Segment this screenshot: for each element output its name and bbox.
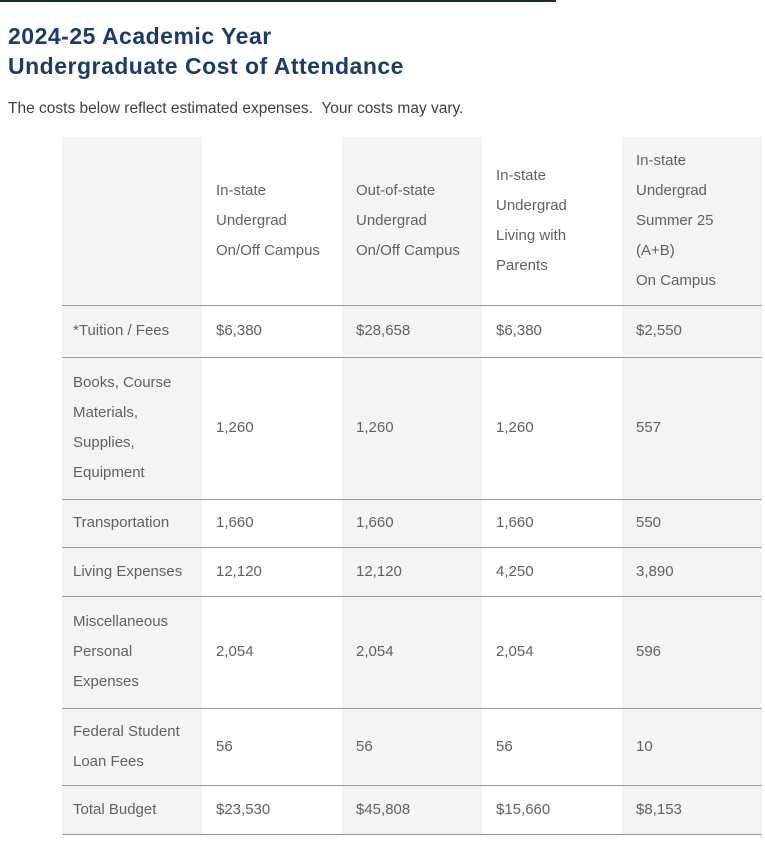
row-label: Total Budget — [73, 800, 157, 818]
cost-cell: 1,260 — [216, 419, 254, 436]
column-header-instate-oncampus: In-state Undergrad On/Off Campus — [216, 181, 320, 259]
top-edge-strip — [0, 0, 556, 2]
row-label: *Tuition / Fees — [73, 322, 170, 339]
cost-table: In-state Undergrad On/Off Campus Out-of-… — [62, 137, 762, 835]
column-header-instate-summer: In-state Undergrad Summer 25 (A+B) On Ca… — [636, 151, 717, 289]
cost-cell: $28,658 — [356, 322, 411, 339]
table-row-living-expenses: Living Expenses 12,120 12,120 4,250 3,89… — [62, 547, 762, 596]
cost-cell: 1,660 — [216, 514, 254, 531]
cost-cell: 56 — [216, 737, 233, 755]
cost-cell: 2,054 — [496, 643, 534, 660]
cost-cell: 2,054 — [216, 643, 254, 660]
column-header-outofstate-oncampus: Out-of-state Undergrad On/Off Campus — [356, 181, 460, 259]
row-label: Miscellaneous Personal Expenses — [73, 613, 169, 690]
table-row-total-budget: Total Budget $23,530 $45,808 $15,660 $8,… — [62, 785, 762, 834]
cost-cell: 1,660 — [356, 514, 394, 531]
table-row-loan-fees: Federal Student Loan Fees 56 56 56 10 — [62, 708, 762, 785]
cost-cell: 10 — [636, 737, 653, 755]
cost-cell: $15,660 — [496, 800, 551, 818]
row-label: Federal Student Loan Fees — [73, 722, 180, 770]
page-title: 2024-25 Academic Year Undergraduate Cost… — [8, 23, 404, 80]
cost-cell: $2,550 — [636, 322, 682, 339]
cost-cell: $45,808 — [356, 800, 411, 818]
cost-cell: $6,380 — [496, 322, 542, 339]
cost-cell: 550 — [636, 514, 662, 531]
cost-cell: 12,120 — [356, 562, 402, 580]
cost-cell: 1,260 — [496, 419, 534, 436]
row-label: Living Expenses — [73, 562, 183, 580]
cost-cell: 1,260 — [356, 419, 394, 436]
cost-cell: 557 — [636, 419, 662, 436]
cost-cell: $8,153 — [636, 800, 682, 818]
cost-cell: $6,380 — [216, 322, 262, 339]
cost-cell: $23,530 — [216, 800, 271, 818]
cost-cell: 596 — [636, 643, 662, 660]
cost-cell: 56 — [496, 737, 513, 755]
header-row: In-state Undergrad On/Off Campus Out-of-… — [62, 137, 762, 305]
cost-cell: 4,250 — [496, 562, 534, 580]
cost-cell: 2,054 — [356, 643, 394, 660]
table-row-misc-personal: Miscellaneous Personal Expenses 2,054 2,… — [62, 596, 762, 708]
column-header-instate-parents: In-state Undergrad Living with Parents — [496, 166, 567, 274]
table-row-books-supplies: Books, Course Materials, Supplies, Equip… — [62, 357, 762, 499]
page-subtitle: The costs below reflect estimated expens… — [8, 99, 464, 117]
table-row-tuition-fees: *Tuition / Fees $6,380 $28,658 $6,380 $2… — [62, 305, 762, 357]
table-row-transportation: Transportation 1,660 1,660 1,660 550 — [62, 499, 762, 547]
row-label: Transportation — [73, 514, 170, 531]
cost-cell: 1,660 — [496, 514, 534, 531]
row-label: Books, Course Materials, Supplies, Equip… — [73, 374, 172, 481]
cost-cell: 12,120 — [216, 562, 262, 580]
column-header-empty — [62, 137, 202, 305]
cost-cell: 56 — [356, 737, 373, 755]
cost-cell: 3,890 — [636, 562, 674, 580]
